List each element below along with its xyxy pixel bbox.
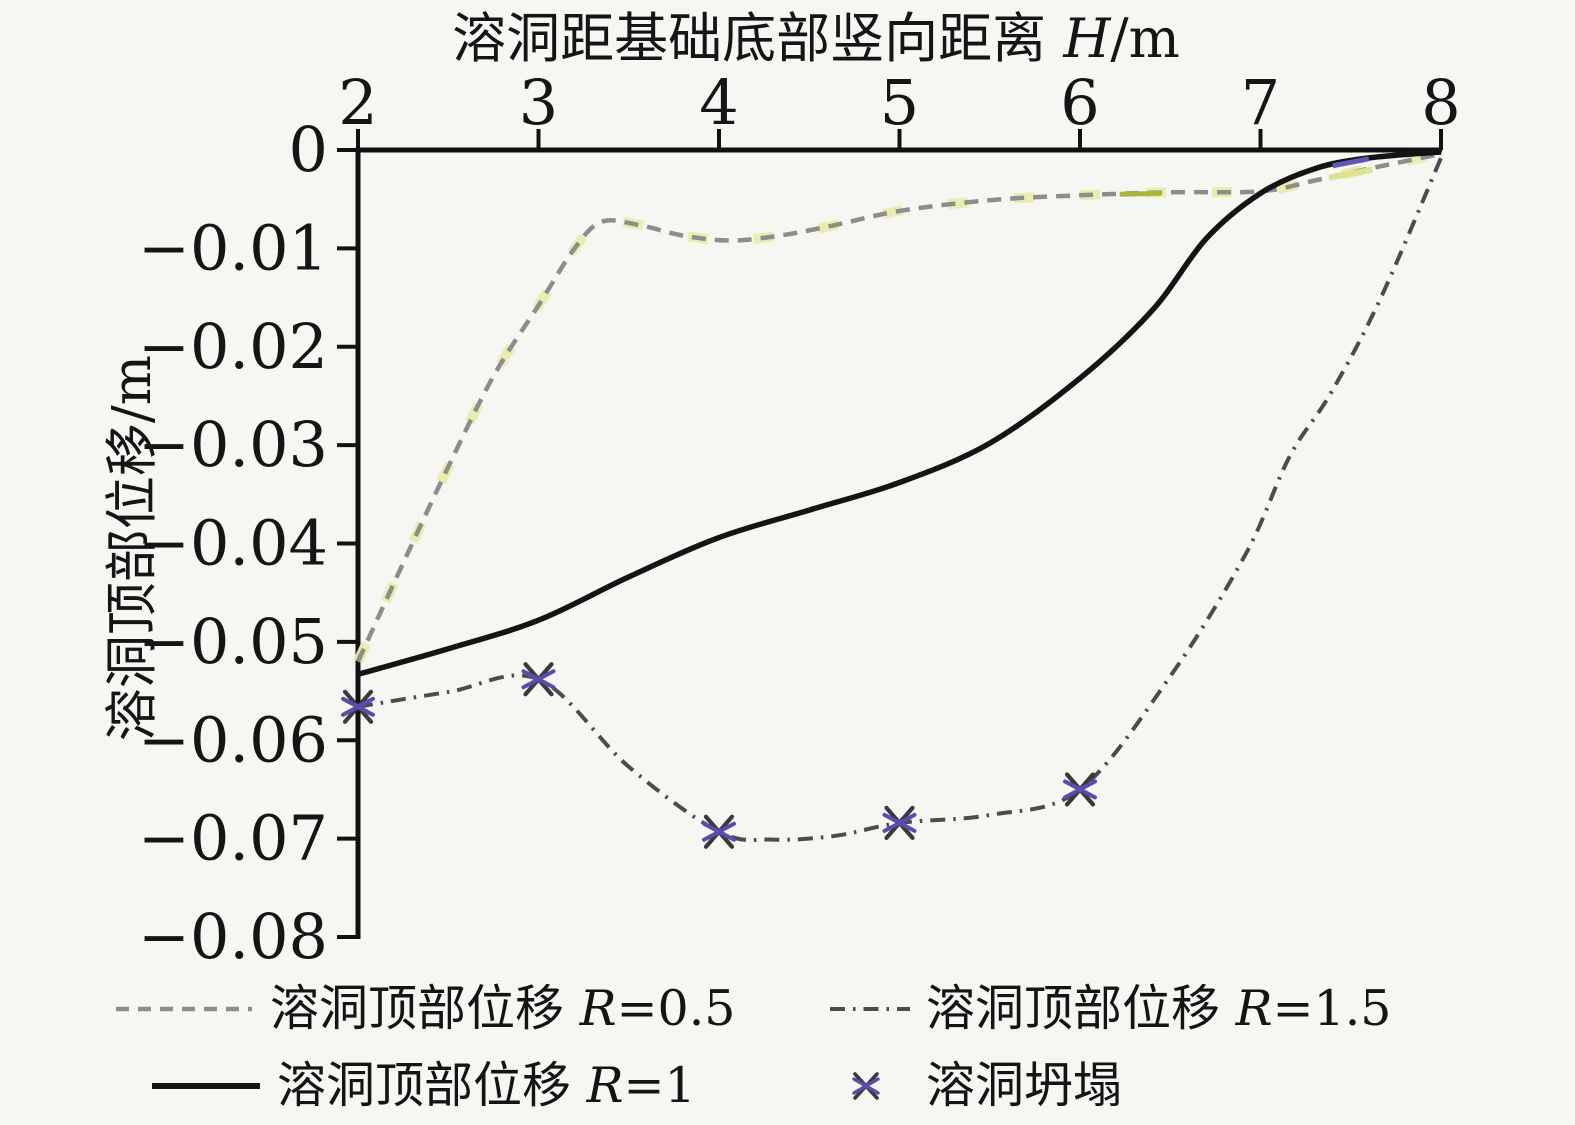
series-r1-path xyxy=(357,149,1442,677)
collapse-x-marker xyxy=(341,689,375,724)
x-tick-label: 8 xyxy=(1421,66,1460,139)
collapse-x-marker xyxy=(1063,772,1097,807)
overlap-segment xyxy=(1328,166,1373,181)
collapse-x-marker xyxy=(521,662,556,697)
y-tick-label: −0.04 xyxy=(138,507,328,580)
x-marker-stroke xyxy=(521,669,556,690)
x-tick-label: 5 xyxy=(880,66,919,139)
x-tick-label: 3 xyxy=(519,66,558,139)
overlap-segment xyxy=(1332,156,1370,169)
series-r15-path xyxy=(357,157,1443,843)
y-tick-label: −0.07 xyxy=(138,802,328,875)
y-tick-label: −0.08 xyxy=(138,900,328,973)
y-tick-label: −0.02 xyxy=(138,310,328,383)
y-tick-label: −0.01 xyxy=(138,211,328,284)
x-tick-label: 7 xyxy=(1241,66,1280,139)
collapse-x-marker xyxy=(702,814,736,849)
y-tick-label: −0.03 xyxy=(138,408,328,481)
y-tick-label: 0 xyxy=(289,113,328,186)
overlap-segment xyxy=(1119,190,1162,197)
y-tick-label: −0.05 xyxy=(138,605,328,678)
x-marker-stroke xyxy=(882,812,917,833)
y-axis-title: 溶洞顶部位移/m xyxy=(102,355,163,741)
series-r05-path xyxy=(355,151,1442,663)
x-marker-stroke xyxy=(341,696,375,717)
y-tick-label: −0.06 xyxy=(138,703,328,776)
collapse-x-marker xyxy=(882,805,917,840)
x-tick-label: 4 xyxy=(699,66,738,139)
x-axis-title: 溶洞距基础底部竖向距离 H/m xyxy=(452,7,1180,70)
x-marker-stroke xyxy=(702,821,736,842)
x-marker-stroke xyxy=(1063,779,1097,800)
x-tick-label: 2 xyxy=(338,66,377,139)
x-tick-label: 6 xyxy=(1060,66,1099,139)
series-r05-underlay xyxy=(353,149,1443,664)
